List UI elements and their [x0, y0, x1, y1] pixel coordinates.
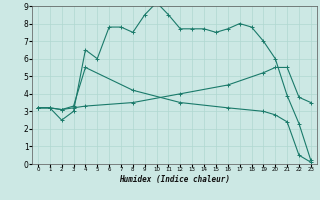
- X-axis label: Humidex (Indice chaleur): Humidex (Indice chaleur): [119, 175, 230, 184]
